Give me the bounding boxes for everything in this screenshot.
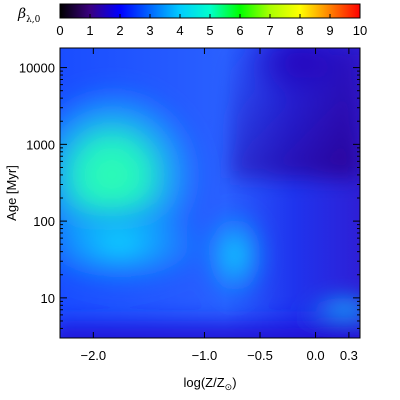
y-tick-label: 10 [41,291,55,306]
x-tick-label: −1.0 [192,348,218,363]
colorbar-tick-label: 9 [326,23,333,38]
y-tick-label: 1000 [26,137,55,152]
y-tick-label: 10000 [19,61,55,76]
colorbar-tick-label: 0 [56,23,63,38]
colorbar-tick-label: 6 [236,23,243,38]
y-axis-label: Age [Myr] [4,165,19,221]
colorbar-ticks: 0 1 2 3 4 5 6 7 8 9 10 [56,14,367,38]
colorbar-tick-label: 1 [86,23,93,38]
heatmap-youngest-band [60,312,360,338]
colorbar-tick-label: 7 [266,23,273,38]
colorbar-tick-label: 4 [176,23,183,38]
colorbar-label: βλ,0 [17,6,41,25]
colorbar-tick-label: 10 [353,23,367,38]
heatmap-ridge-region [200,205,270,305]
x-axis-label: log(Z/Z⊙) [183,375,236,392]
colorbar-tick-label: 3 [146,23,153,38]
colorbar-tick-label: 8 [296,23,303,38]
colorbar: 0 1 2 3 4 5 6 7 8 9 10 βλ,0 [17,3,367,38]
colorbar-tick-label: 2 [116,23,123,38]
heatmap [60,48,360,338]
heatmap-dark-region [245,48,355,100]
x-axis-ticks: −2.0 −1.0 −0.5 0.0 0.3 [80,48,358,363]
heatmap-young-region [60,200,215,290]
x-tick-label: 0.3 [340,348,358,363]
x-tick-label: −2.0 [80,348,106,363]
plot-frame [59,47,361,339]
x-tick-label: 0.0 [307,348,325,363]
y-tick-label: 100 [33,214,55,229]
y-axis-ticks: 10 100 1000 10000 [19,61,360,339]
x-tick-label: −0.5 [247,348,273,363]
colorbar-tick-label: 5 [206,23,213,38]
